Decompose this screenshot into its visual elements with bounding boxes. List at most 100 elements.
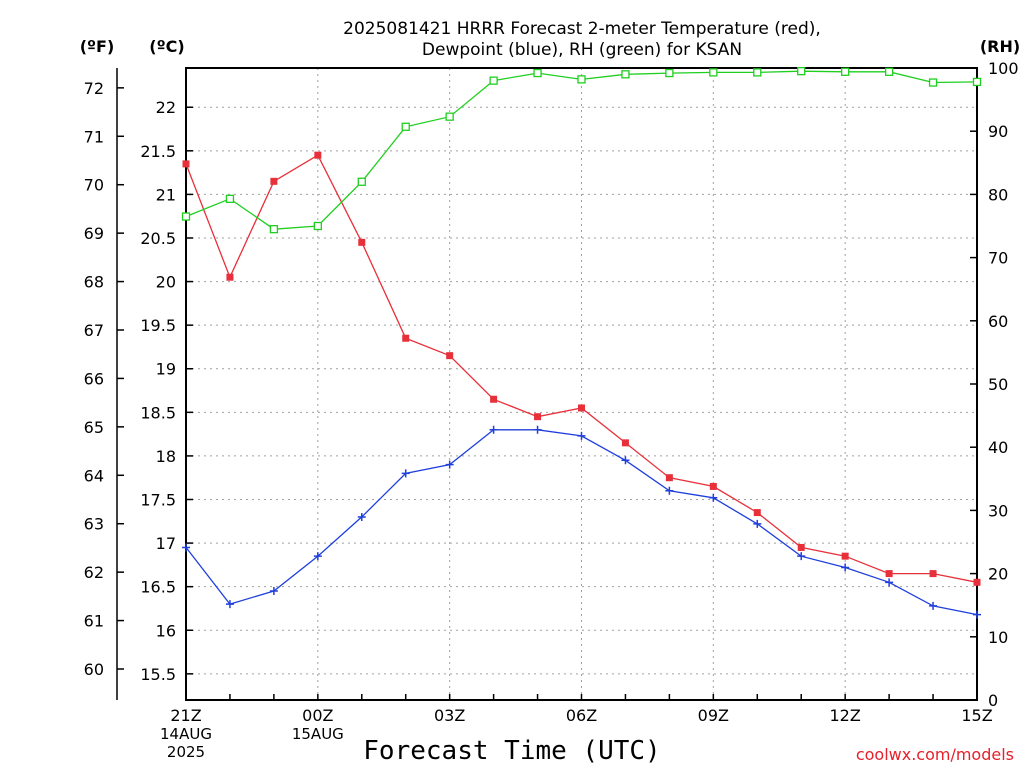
axes: 60 61 62 63 64 65 66 67 68 69 70 71 72 15.5 16 16.5 17 17… [84,59,1019,710]
celsius-tick-label: 21.5 [140,142,176,161]
dewpoint-point [489,425,498,434]
dewpoint-point [445,460,454,469]
temperature-point [490,395,498,403]
dewpoint-point [753,519,762,528]
dewpoint-point [973,610,981,619]
credit-text: coolwx.com/models [856,745,1014,764]
x-tick-label: 09Z [698,706,729,725]
temperature-point [929,570,937,578]
celsius-tick-label: 19 [156,360,176,379]
celsius-tick-label: 17 [156,534,176,553]
rh-point [225,194,235,203]
temperature-point [841,552,849,560]
temperature-point [753,509,761,517]
rh-point [401,122,410,131]
dewpoint-point [665,486,674,495]
rh-point [621,70,630,79]
chart-title-line-1: 2025081421 HRRR Forecast 2-meter Tempera… [343,19,821,39]
rh-point [841,67,850,76]
fahrenheit-tick-label: 71 [84,127,104,146]
temperature-point [709,482,717,490]
dewpoint-point [797,552,806,561]
temperature-point [665,474,673,482]
dewpoint-point [841,563,850,572]
chart-title-line-2: Dewpoint (blue), RH (green) for KSAN [422,40,742,60]
rh-tick-label: 20 [988,565,1008,584]
fahrenheit-tick-label: 60 [84,660,104,679]
dewpoint-point [269,587,278,596]
celsius-tick-label: 21 [156,185,176,204]
celsius-tick-label: 17.5 [140,491,176,510]
rh-point [489,76,498,85]
fahrenheit-tick-label: 66 [84,369,104,388]
series-line [185,70,978,230]
rh-point [577,75,586,84]
dewpoint-point [313,552,322,561]
dewpoint-point [225,600,234,609]
x-tick-label: 12Z [830,706,861,725]
celsius-unit-label: (ºC) [149,37,184,56]
rh-point [972,77,982,87]
temperature-point [621,439,629,447]
rh-point [709,68,718,77]
temperature-point [885,570,893,578]
fahrenheit-tick-label: 68 [84,273,104,292]
celsius-tick-label: 15.5 [140,665,176,684]
rh-tick-label: 80 [988,185,1008,204]
rh-point [357,177,366,186]
rh-point [928,78,938,87]
dewpoint-point [533,425,542,434]
fahrenheit-tick-label: 72 [84,79,104,98]
temperature-point [402,334,410,342]
temperature-point [973,578,981,586]
fahrenheit-tick-label: 67 [84,321,104,340]
x-tick-label: 15Z [961,706,992,725]
temperature-point [226,273,234,281]
rh-tick-label: 0 [988,691,998,710]
rh-point [665,68,674,78]
fahrenheit-tick-label: 70 [84,176,104,195]
fahrenheit-tick-label: 64 [84,466,104,485]
rh-tick-label: 10 [988,628,1008,647]
temperature-point [578,404,585,412]
temperature-point [358,238,366,246]
celsius-tick-label: 19.5 [140,316,176,335]
x-tick-label: 2025 [167,743,205,761]
rh-point [181,212,191,221]
rh-point [313,221,322,231]
celsius-tick-label: 16.5 [140,578,176,597]
rh-tick-label: 60 [988,312,1008,331]
x-tick-label: 21Z [170,706,201,725]
dewpoint-point [929,601,938,610]
dewpoint-point [709,493,718,502]
rh-tick-label: 50 [988,375,1008,394]
x-tick-label: 00Z [302,706,333,725]
fahrenheit-tick-label: 69 [84,224,104,243]
dewpoint-point [182,543,190,552]
x-tick-label: 06Z [566,706,597,725]
temperature-point [797,543,805,551]
rh-tick-label: 40 [988,438,1008,457]
rh-point [753,68,762,77]
temperature-point [446,352,454,360]
celsius-tick-label: 20 [156,273,176,292]
dewpoint-point [621,456,630,465]
rh-tick-label: 30 [988,501,1008,520]
temperature-point [182,160,190,168]
rh-point [797,67,806,76]
x-axis-label: Forecast Time (UTC) [363,736,660,766]
dewpoint-point [401,469,410,478]
data-series [181,67,982,619]
temperature-point [314,151,322,159]
dewpoint-point [577,431,586,440]
rh-point [884,67,894,76]
rh-point [269,225,279,234]
celsius-tick-label: 18 [156,447,176,466]
rh-tick-label: 90 [988,122,1008,141]
fahrenheit-tick-label: 63 [84,515,104,534]
celsius-tick-label: 22 [156,98,176,117]
dewpoint-point [357,512,366,521]
